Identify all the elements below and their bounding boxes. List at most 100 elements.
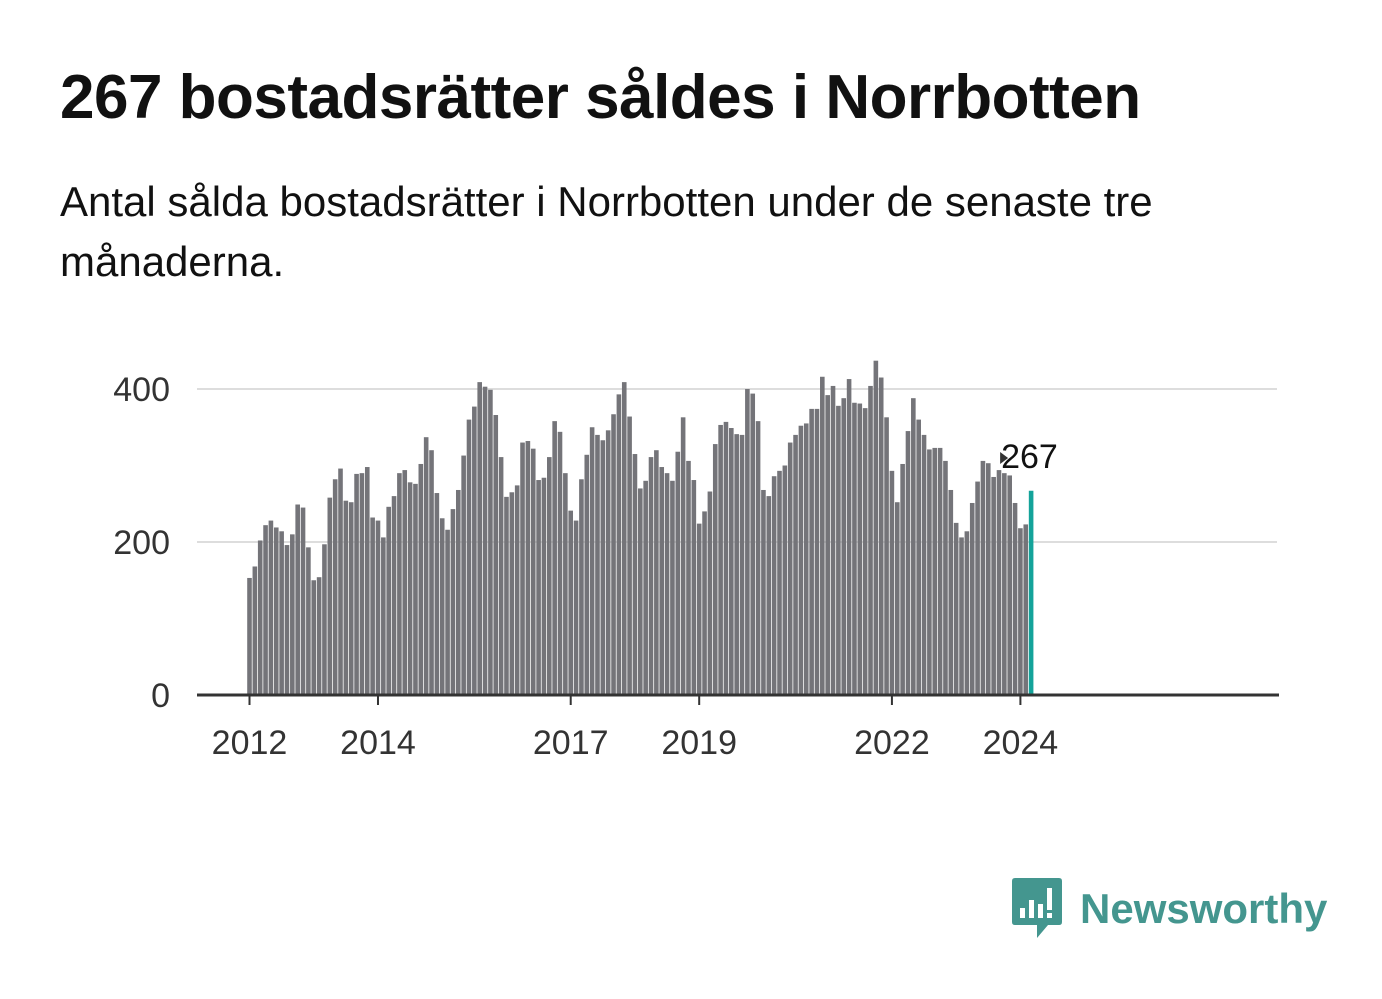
- bar: [953, 522, 959, 696]
- bar: [306, 547, 311, 695]
- bar: [461, 455, 466, 695]
- bar: [921, 434, 927, 695]
- bar: [279, 531, 284, 695]
- bar: [418, 463, 424, 695]
- bar: [439, 518, 445, 695]
- bar: [1002, 473, 1007, 695]
- bar: [563, 473, 568, 695]
- bar: [750, 393, 756, 695]
- bar: [809, 408, 814, 695]
- bar: [1023, 524, 1029, 695]
- x-tick-label: 2024: [983, 724, 1059, 762]
- bar: [413, 483, 418, 695]
- bar: [1012, 502, 1018, 695]
- x-tick-label: 2017: [533, 724, 609, 762]
- bar: [798, 425, 804, 695]
- bar: [766, 496, 772, 695]
- bar: [873, 360, 879, 695]
- bar: [680, 417, 686, 695]
- bar: [348, 502, 354, 695]
- bar: [830, 385, 836, 695]
- bar: [889, 470, 895, 695]
- bar: [739, 434, 745, 695]
- bar: [541, 477, 547, 695]
- bar: [530, 448, 536, 695]
- bar: [718, 424, 723, 695]
- bar: [852, 402, 857, 695]
- bar: [948, 489, 954, 695]
- bar: [364, 467, 370, 695]
- bar-highlight: [1028, 490, 1034, 695]
- bar: [338, 468, 343, 695]
- bar: [252, 566, 258, 695]
- bar: [691, 480, 697, 695]
- bar: [632, 454, 638, 695]
- bar: [745, 389, 750, 695]
- bar: [429, 450, 434, 695]
- bar: [547, 457, 552, 695]
- bar: [472, 406, 477, 695]
- bar: [568, 510, 574, 695]
- bar: [916, 419, 921, 695]
- newsworthy-logo: Newsworthy: [1012, 878, 1327, 940]
- bar: [996, 470, 1002, 695]
- bar: [557, 431, 563, 695]
- bar: [466, 419, 472, 695]
- bar: [332, 479, 338, 695]
- bar: [659, 467, 665, 695]
- bar: [793, 434, 798, 695]
- bar: [959, 537, 964, 695]
- bar: [729, 428, 734, 695]
- bars: [247, 360, 1034, 696]
- y-tick-label: 200: [113, 524, 170, 562]
- x-tick-label: 2014: [340, 724, 416, 762]
- bar: [525, 441, 531, 695]
- bar: [354, 473, 359, 695]
- bar: [375, 520, 381, 695]
- bar: [514, 485, 520, 695]
- bar: [985, 463, 991, 695]
- bar: [611, 414, 616, 695]
- bar: [707, 491, 713, 695]
- bar: [455, 489, 461, 695]
- bar: [391, 496, 397, 695]
- x-tick-label: 2022: [854, 724, 930, 762]
- bar: [627, 416, 632, 695]
- bar: [648, 457, 654, 695]
- bar: [284, 545, 290, 695]
- bar: [862, 408, 868, 696]
- bar: [734, 434, 739, 695]
- bar: [621, 382, 627, 695]
- bar: [295, 504, 300, 695]
- bar: [434, 493, 440, 695]
- bar: [723, 421, 729, 695]
- bar: [825, 395, 830, 695]
- bar: [450, 509, 456, 695]
- bar: [584, 454, 590, 695]
- bar: [1018, 528, 1023, 695]
- annotation-pointer: [1000, 452, 1009, 464]
- bar: [911, 398, 916, 695]
- bar: [579, 479, 584, 695]
- bar: [488, 389, 493, 695]
- bar: [263, 525, 268, 695]
- bar: [595, 434, 600, 695]
- newsworthy-logo-text: Newsworthy: [1080, 885, 1328, 932]
- bar: [927, 449, 932, 695]
- bar: [638, 488, 643, 695]
- bar: [509, 492, 515, 695]
- bar: [1007, 475, 1012, 695]
- y-tick-label: 400: [113, 371, 170, 409]
- bar: [868, 385, 873, 695]
- bar: [359, 473, 365, 695]
- bar: [964, 531, 970, 695]
- bar: [247, 577, 252, 695]
- bar: [846, 379, 852, 695]
- bar: [273, 527, 279, 695]
- bar: [311, 580, 317, 695]
- y-tick-label: 0: [151, 677, 170, 715]
- bar: [836, 405, 841, 695]
- bar: [257, 540, 263, 695]
- bar: [600, 440, 606, 695]
- bar: [675, 451, 681, 695]
